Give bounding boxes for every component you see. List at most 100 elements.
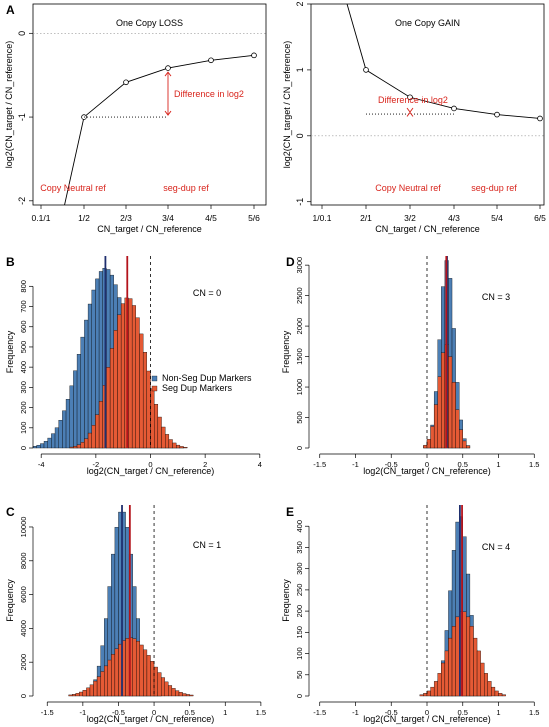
histogram-bar bbox=[113, 330, 118, 449]
data-point bbox=[208, 57, 214, 64]
x-tick-label: 4/5 bbox=[205, 213, 217, 223]
histogram-bar bbox=[466, 616, 471, 697]
histogram-bar bbox=[96, 676, 101, 697]
histogram-bar bbox=[426, 439, 431, 449]
y-tick-label: 150 bbox=[295, 626, 304, 639]
x-tick-label: 1.5 bbox=[256, 708, 266, 717]
legend-label-non-seg-dup: Non-Seg Dup Markers bbox=[162, 373, 252, 383]
histogram-bar bbox=[104, 665, 108, 697]
x-tick-label: 0 bbox=[425, 708, 429, 717]
y-tick-label: 1000 bbox=[295, 379, 304, 396]
histogram-bar bbox=[176, 444, 181, 449]
histogram-bar bbox=[473, 637, 478, 697]
y-tick-label: 200 bbox=[295, 605, 304, 618]
x-tick-label: 0 bbox=[148, 460, 152, 469]
panel-letter-b: B bbox=[6, 255, 15, 269]
histogram-bar bbox=[430, 426, 435, 449]
histogram-bar bbox=[150, 388, 155, 449]
histogram-bar bbox=[441, 662, 446, 697]
histogram-bar bbox=[139, 333, 144, 449]
histogram-bar bbox=[117, 314, 122, 449]
y-tick-label: 2 bbox=[295, 1, 305, 6]
histogram-bar bbox=[65, 399, 70, 449]
histogram-bar bbox=[433, 681, 438, 697]
x-axis-label: log2(CN_target / CN_reference) bbox=[87, 714, 215, 724]
data-point bbox=[363, 67, 369, 73]
histogram-bar bbox=[451, 382, 456, 449]
histogram-bar bbox=[451, 625, 456, 697]
histogram-bar bbox=[179, 446, 184, 449]
histogram-bar bbox=[455, 409, 460, 449]
series-seg-dup bbox=[419, 611, 506, 697]
segdup-label: seg-dup ref bbox=[163, 183, 209, 193]
data-point bbox=[407, 94, 413, 101]
histogram-bar bbox=[172, 442, 177, 449]
histogram-bar bbox=[114, 648, 119, 697]
histogram-bar bbox=[494, 690, 499, 697]
y-tick-label: 4000 bbox=[19, 620, 28, 637]
y-tick-label: -2 bbox=[17, 197, 27, 205]
histogram-bar bbox=[128, 298, 133, 449]
y-tick-label: 50 bbox=[295, 671, 304, 679]
histogram-bar bbox=[484, 673, 488, 697]
y-tick-label: 0 bbox=[17, 31, 27, 36]
legend-swatch-seg-dup bbox=[151, 385, 158, 392]
histogram-bar bbox=[139, 644, 144, 697]
histogram-bar bbox=[168, 685, 173, 697]
histogram-bar bbox=[433, 404, 438, 449]
x-tick-label: 1 bbox=[496, 460, 500, 469]
cn-label: CN = 4 bbox=[482, 542, 510, 552]
histogram-bar bbox=[437, 376, 442, 449]
x-tick-label: -0.5 bbox=[385, 460, 398, 469]
copy-neutral-label: Copy Neutral ref bbox=[40, 183, 106, 193]
x-tick-label: 2/1 bbox=[360, 213, 372, 223]
histogram-bar bbox=[150, 661, 155, 697]
histogram-bar bbox=[178, 692, 183, 697]
plot-frame bbox=[310, 3, 545, 206]
histogram-bar bbox=[448, 637, 453, 697]
histogram-bar bbox=[100, 671, 105, 697]
histogram-bar bbox=[80, 336, 85, 449]
x-tick-label: 5/4 bbox=[491, 213, 503, 223]
histogram-bar bbox=[157, 672, 162, 697]
x-tick-label: -0.5 bbox=[385, 708, 398, 717]
difference-label: Difference in log2 bbox=[378, 95, 448, 105]
legend-swatch-non-seg-dup bbox=[151, 375, 158, 382]
x-tick-label: -1.5 bbox=[313, 460, 326, 469]
histogram-bar bbox=[82, 690, 87, 697]
x-tick-label: -1 bbox=[352, 708, 359, 717]
x-tick-label: -2 bbox=[93, 460, 100, 469]
y-tick-label: 100 bbox=[295, 647, 304, 660]
histogram-bar bbox=[75, 693, 80, 697]
histogram-panel-d: 0 500 1000 1500 2000 2500 3000 -1.5 -1 -0.5 0 0.5 1 1… bbox=[281, 256, 539, 476]
histogram-bar bbox=[143, 649, 148, 697]
histogram-bar bbox=[469, 625, 474, 697]
y-tick-label: 2500 bbox=[295, 287, 304, 304]
histogram-bar bbox=[136, 640, 140, 697]
histogram-bar bbox=[142, 352, 148, 449]
histogram-bar bbox=[86, 687, 91, 697]
difference-label: Difference in log2 bbox=[174, 89, 244, 99]
histogram-bar bbox=[135, 317, 140, 449]
histogram-bar bbox=[93, 680, 98, 697]
histogram-bar bbox=[132, 638, 137, 697]
histogram-bar bbox=[501, 694, 506, 697]
y-tick-label: 100 bbox=[19, 422, 28, 435]
x-tick-label: -1 bbox=[80, 708, 87, 717]
histogram-bar bbox=[448, 356, 453, 449]
legend-label-seg-dup: Seg Dup Markers bbox=[162, 383, 233, 393]
y-tick-label: 0 bbox=[295, 694, 304, 698]
histogram-bar bbox=[71, 694, 76, 697]
histogram-bar bbox=[43, 441, 48, 449]
histogram-bar bbox=[476, 650, 481, 697]
x-tick-label: 4/3 bbox=[448, 213, 460, 223]
x-tick-label: 1.5 bbox=[529, 708, 539, 717]
histogram-bar bbox=[444, 650, 449, 697]
x-tick-label: 5/6 bbox=[248, 213, 260, 223]
y-axis-label: Frequency bbox=[281, 579, 291, 622]
x-tick-label: 0.1/1 bbox=[32, 213, 51, 223]
histogram-bar bbox=[423, 444, 428, 449]
panel-title: One Copy GAIN bbox=[395, 18, 460, 28]
